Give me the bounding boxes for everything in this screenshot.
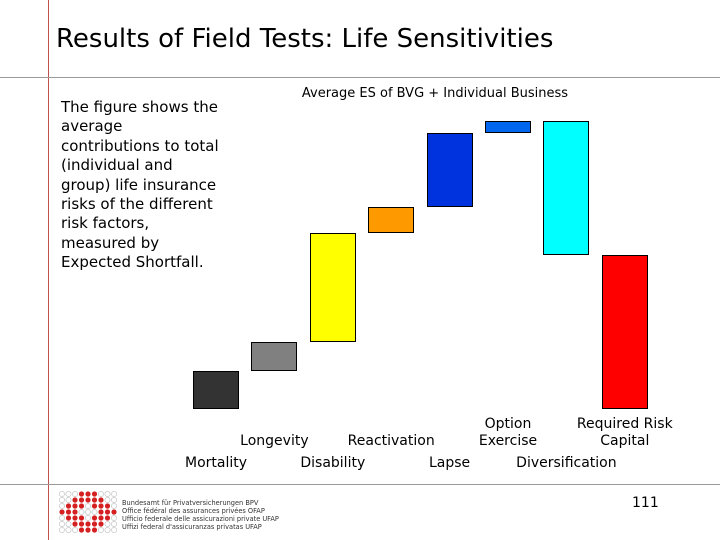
bar-required-risk-capital (601, 255, 648, 409)
logo-dot (104, 527, 111, 533)
logo-dot (59, 491, 65, 497)
logo-dot (85, 527, 91, 533)
logo-dot (65, 521, 72, 527)
logo-dot (111, 497, 117, 503)
footer-line: Office fédéral des assurances privées OF… (122, 507, 265, 515)
logo-dot (72, 497, 78, 503)
logo-dot (59, 527, 65, 533)
footer-line: Ufficio federale delle assicurazioni pri… (122, 515, 279, 523)
bar-disability (309, 232, 356, 343)
logo-dot (104, 509, 111, 515)
logo-dot (65, 503, 72, 509)
logo-dot (78, 527, 85, 533)
logo-dot (98, 509, 104, 515)
logo-dot (104, 491, 111, 497)
logo-dot (91, 515, 98, 521)
page-number: 111 (632, 495, 659, 511)
logo-dot (78, 509, 85, 515)
category-label: Mortality (184, 455, 248, 471)
logo-dot (111, 515, 117, 521)
logo-dot (65, 515, 72, 521)
logo-dot (91, 497, 98, 503)
logo-dot (98, 503, 104, 509)
logo-dot (98, 497, 104, 503)
logo-dot (65, 497, 72, 503)
logo-dot (85, 491, 91, 497)
bar-mortality (193, 371, 239, 409)
category-label: Diversification (516, 455, 617, 471)
chart-title: Average ES of BVG + Individual Business (301, 86, 569, 101)
logo-dot (104, 521, 111, 527)
title-rule (0, 77, 720, 78)
logo-dot (78, 491, 85, 497)
slide-title: Results of Field Tests: Life Sensitiviti… (56, 24, 554, 54)
logo-dot (91, 509, 98, 515)
logo-dot (72, 509, 78, 515)
bar-reactivation (368, 206, 415, 233)
logo-dot (78, 515, 85, 521)
logo-dot (78, 521, 85, 527)
logo-dot (59, 509, 65, 515)
logo-dot (72, 521, 78, 527)
logo-dot (59, 521, 65, 527)
logo-dot (72, 527, 78, 533)
footer-line: Bundesamt für Privatversicherungen BPV (122, 499, 259, 507)
logo-dot (111, 503, 117, 509)
logo-dot (98, 515, 104, 521)
logo-dot (85, 497, 91, 503)
category-label: Disability (300, 455, 366, 471)
logo-dot (78, 497, 85, 503)
footer-rule (0, 484, 720, 485)
logo-dot (91, 521, 98, 527)
logo-dot (91, 503, 98, 509)
footer-line: Uffizi federal d'assicuranzas privatas U… (122, 523, 262, 531)
logo-dot (111, 527, 117, 533)
logo-dot (85, 503, 91, 509)
figure-description: The figure shows the average contributio… (61, 98, 219, 272)
logo-dot (65, 527, 72, 533)
logo-dot (59, 515, 65, 521)
bar-lapse (426, 132, 473, 207)
logo-dot (111, 509, 117, 515)
bar-option-exercise (485, 120, 531, 133)
bar-diversification (543, 120, 590, 256)
logo-dot (98, 521, 104, 527)
logo-dot (65, 509, 72, 515)
logo-dot (98, 491, 104, 497)
logo-dot (72, 503, 78, 509)
logo-dot (72, 515, 78, 521)
logo-dot (65, 491, 72, 497)
logo-dot (91, 527, 98, 533)
accent-vertical-line (48, 0, 49, 540)
logo-dot (85, 509, 91, 515)
logo-dot (59, 497, 65, 503)
logo-dot (59, 503, 65, 509)
logo-dot (91, 491, 98, 497)
logo-dot (78, 503, 85, 509)
category-label: Option Exercise (478, 416, 538, 449)
category-label: Longevity (240, 433, 309, 449)
logo-dot (111, 491, 117, 497)
logo-dot (104, 515, 111, 521)
footer-agency-names: Bundesamt für Privatversicherungen BPV O… (122, 499, 279, 531)
logo-dot (85, 515, 91, 521)
logo-dot (85, 521, 91, 527)
logo-dot (98, 527, 104, 533)
logo-dot (104, 497, 111, 503)
category-label: Lapse (429, 455, 471, 471)
logo-dot (104, 503, 111, 509)
category-label: Reactivation (347, 433, 435, 449)
bar-longevity (251, 342, 298, 372)
category-label: Required Risk Capital (576, 416, 673, 449)
logo-dot (72, 491, 78, 497)
logo-dot (111, 521, 117, 527)
federal-cross-logo (59, 491, 117, 533)
